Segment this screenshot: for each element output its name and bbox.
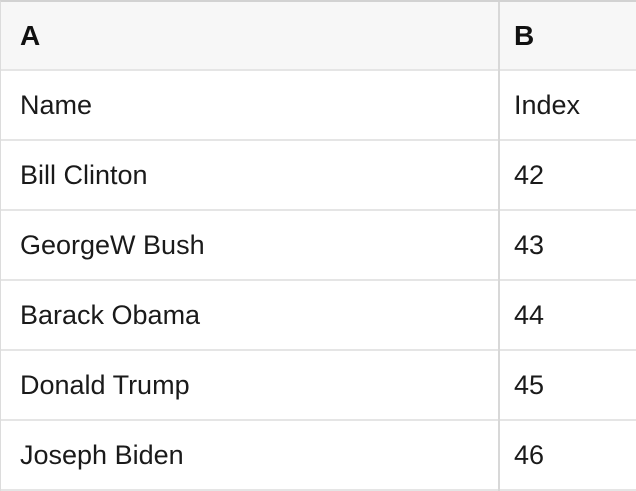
cell-a[interactable]: Barack Obama [20,299,201,330]
cell-a[interactable]: Bill Clinton [20,159,148,190]
table-row: GeorgeW Bush 43 [1,211,636,281]
table-row: Name Index [1,71,636,141]
table-row: Joseph Biden 46 [1,421,636,491]
column-divider [498,2,500,491]
cell-a[interactable]: Joseph Biden [20,439,184,470]
cell-b[interactable]: 44 [514,299,545,330]
table-row: Donald Trump 45 [1,351,636,421]
cell-b[interactable]: 45 [514,369,545,400]
cell-a[interactable]: Donald Trump [20,369,190,400]
cell-a[interactable]: Name [20,89,93,120]
cell-b[interactable]: 43 [514,229,545,260]
cell-b[interactable]: Index [514,89,581,120]
cell-a[interactable]: GeorgeW Bush [20,229,205,260]
table-row: Barack Obama 44 [1,281,636,351]
column-header-a[interactable]: A [20,19,41,51]
table-row: Bill Clinton 42 [1,141,636,211]
column-header-row: A B [1,2,636,71]
cell-b[interactable]: 46 [514,439,545,470]
column-header-b[interactable]: B [514,19,535,51]
cell-b[interactable]: 42 [514,159,545,190]
